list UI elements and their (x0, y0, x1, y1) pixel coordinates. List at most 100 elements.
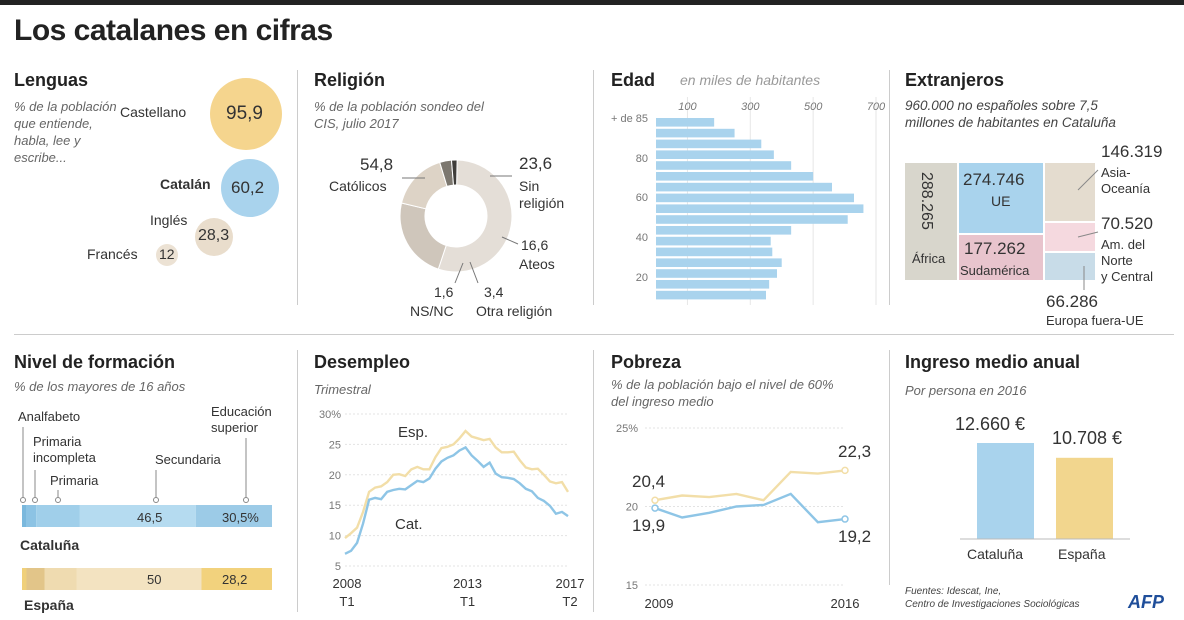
lenguas-cat-2: Inglés (150, 212, 188, 228)
separator (14, 334, 1174, 335)
formacion-cat-1-line2: incompleta (33, 450, 96, 465)
bubble-castellano (210, 78, 282, 150)
pobreza-line-0 (654, 469, 846, 502)
desempleo-y-tick: 30% (319, 409, 341, 421)
lenguas-cat-3: Francés (87, 246, 138, 262)
extranjeros-val-europa: 66.286 (1046, 292, 1098, 311)
religion-cat-4: NS/NC (410, 303, 454, 319)
desempleo-y-tick: 15 (329, 500, 341, 512)
lenguas-val-1: 60,2 (231, 178, 265, 197)
edad-bar (656, 215, 848, 224)
extranjeros-title: Extranjeros (905, 70, 1005, 90)
extranjeros-cat-asia-line2: Oceanía (1101, 181, 1151, 196)
pobreza-label-esp-first: 20,4 (632, 472, 666, 491)
ingreso-val-0: 12.660 € (955, 414, 1026, 434)
religion-cat-0: Católicos (329, 178, 387, 194)
pobreza-x-tick: 2016 (831, 596, 860, 611)
bubble-catalan (221, 159, 279, 217)
pobreza-label-cat-last: 19,2 (838, 527, 872, 546)
extranjeros-treemap (905, 163, 1099, 290)
lenguas-cat-0: Castellano (120, 104, 187, 120)
formacion-bar-cataluna (22, 505, 272, 527)
extranjeros-cat-asia-line1: Asia- (1101, 165, 1131, 180)
block-america (1045, 223, 1095, 251)
block-sudamerica (959, 235, 1043, 280)
desempleo-y-tick: 25 (329, 439, 341, 451)
religion-val-0: 54,8 (360, 155, 394, 174)
formacion-segment (76, 568, 202, 590)
lenguas-val-2: 28,3 (198, 227, 230, 244)
pobreza-y-tick: 25% (616, 423, 638, 435)
afp-logo: AFP (1128, 592, 1164, 612)
religion-donut (399, 159, 513, 273)
ingreso-bars (977, 443, 1113, 539)
separator (889, 70, 890, 305)
edad-bar (656, 161, 792, 170)
block-europa (1045, 253, 1095, 280)
bubble-frances (156, 244, 178, 266)
extranjeros-val-sudamerica: 177.262 (964, 239, 1026, 258)
religion-cat-2: Ateos (519, 256, 555, 272)
religion-slice-0 (437, 159, 513, 273)
formacion-segment (26, 505, 37, 527)
formacion-segment (201, 568, 272, 590)
formacion-segment (44, 568, 77, 590)
edad-bar (656, 247, 773, 257)
desempleo-x-tick: 2008 (333, 576, 362, 591)
formacion-esp-label-50: 50 (147, 572, 162, 587)
separator (297, 350, 298, 612)
formacion-esp-label-28: 28,2 (222, 572, 248, 587)
desempleo-gridlines (345, 413, 568, 567)
edad-bar (656, 182, 832, 192)
edad-bar (656, 290, 766, 300)
formacion-cat-label-46: 46,5 (137, 510, 163, 525)
pobreza-chart: 25% 20 15 2009 2016 (616, 423, 860, 611)
pobreza-y-ticks: 25% 20 15 (616, 423, 638, 592)
edad-bar (656, 204, 864, 213)
block-africa (905, 163, 957, 280)
formacion-segment (22, 505, 26, 527)
separator (297, 70, 298, 305)
separator (593, 350, 594, 612)
desempleo-x-tick: 2017 (556, 576, 585, 591)
formacion-segment (79, 505, 196, 527)
pobreza-y-tick: 15 (626, 580, 638, 592)
desempleo-x-ticks: 2008 T1 2013 T1 2017 T2 (333, 576, 585, 609)
extranjeros-cat-sudamerica: Sudamérica (960, 263, 1030, 278)
edad-x-tick: 700 (867, 101, 886, 113)
religion-val-4: 1,6 (434, 284, 454, 300)
edad-y-tick: 80 (636, 153, 648, 165)
religion-title: Religión (314, 70, 385, 90)
lenguas-val-3: 12 (159, 246, 175, 262)
formacion-cat-4-line1: Educación (211, 404, 272, 419)
lenguas-title: Lenguas (14, 70, 89, 90)
edad-bar (656, 193, 854, 203)
edad-y-tick: 20 (636, 272, 648, 284)
formacion-subtitle: % de los mayores de 16 años (14, 379, 186, 394)
edad-bar (656, 118, 715, 127)
edad-bar (656, 258, 782, 267)
religion-cat-1: Sin religión (519, 178, 565, 211)
edad-bar (656, 139, 762, 149)
source-line-2: Centro de Investigaciones Sociológicas (905, 599, 1080, 610)
pobreza-title: Pobreza (611, 352, 682, 372)
desempleo-y-tick: 20 (329, 470, 341, 482)
pobreza-dot (651, 496, 659, 504)
desempleo-x-tick: T1 (460, 594, 475, 609)
ingreso-val-1: 10.708 € (1052, 428, 1123, 448)
formacion-cat-1-line1: Primaria (33, 434, 82, 449)
formacion-segment (195, 505, 272, 527)
desempleo-subtitle: Trimestral (314, 382, 371, 397)
desempleo-series-cat: Cat. (395, 516, 423, 533)
edad-bar (656, 269, 777, 278)
religion-slice-4 (450, 159, 458, 186)
desempleo-title: Desempleo (314, 352, 411, 372)
desempleo-x-tick: T1 (339, 594, 354, 609)
formacion-cat-label-30: 30,5% (222, 510, 259, 525)
block-asia (1045, 163, 1095, 221)
edad-title: Edad (611, 70, 656, 90)
edad-subtitle: en miles de habitantes (680, 72, 821, 88)
ingreso-bar-0 (977, 443, 1034, 539)
edad-chart: 100 300 500 700 + de 85 80 60 40 20 (611, 97, 886, 305)
edad-y-tick: 60 (636, 192, 648, 204)
